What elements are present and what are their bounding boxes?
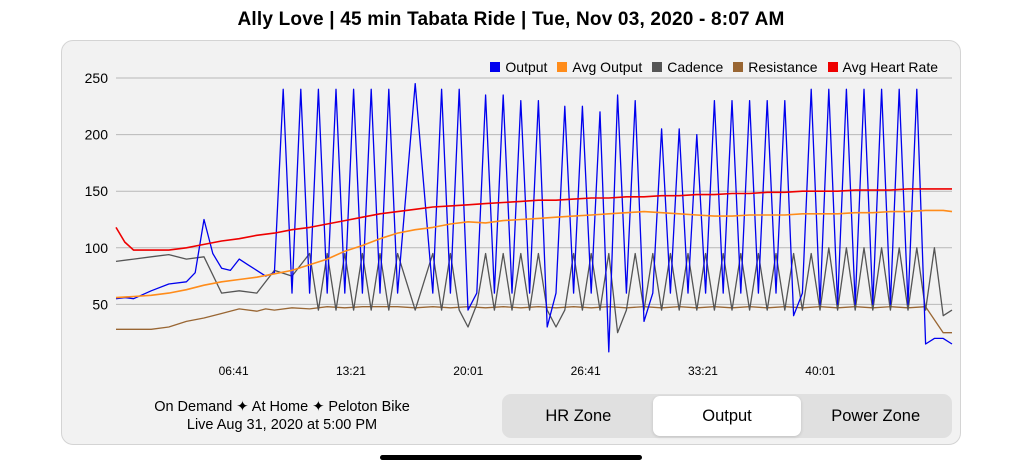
legend-label: Resistance (748, 59, 818, 75)
metric-segmented-control: HR Zone Output Power Zone (502, 394, 952, 438)
chart-legend: Output Avg Output Cadence Resistance Avg Hea… (490, 59, 938, 75)
x-tick-label: 13:21 (336, 364, 366, 378)
legend-item-cadence: Cadence (652, 59, 723, 75)
legend-label: Avg Output (572, 59, 643, 75)
series-line-cadence (115, 247, 953, 334)
tab-hr-zone[interactable]: HR Zone (545, 406, 612, 425)
class-info-date: Live Aug 31, 2020 at 5:00 PM (186, 417, 378, 433)
y-tick-label: 250 (85, 70, 109, 86)
legend-swatch (827, 62, 838, 72)
y-tick-label: 200 (85, 127, 109, 143)
x-tick-label: 40:01 (805, 364, 835, 378)
x-tick-label: 26:41 (571, 364, 601, 378)
workout-chart: 50 100 150 200 250 06:41 13:21 20:01 26:41 33:21 4… (85, 70, 953, 378)
class-info: On Demand ✦ At Home ✦ Peloton Bike Live … (132, 398, 432, 434)
legend-item-avg-output: Avg Output (557, 59, 642, 75)
y-tick-label: 100 (85, 240, 109, 256)
page-title: Ally Love | 45 min Tabata Ride | Tue, No… (237, 9, 785, 30)
x-tick-label: 06:41 (219, 364, 249, 378)
legend-item-output: Output (490, 59, 547, 75)
series-line-avg-heart-rate (115, 188, 952, 251)
tab-output[interactable]: Output (652, 396, 802, 436)
legend-swatch (652, 62, 663, 72)
series-line-avg-output (115, 209, 953, 299)
series-line-resistance (116, 306, 952, 334)
y-tick-label: 150 (85, 183, 109, 199)
legend-swatch (733, 62, 744, 72)
class-info-location: On Demand ✦ At Home ✦ Peloton Bike (154, 399, 410, 415)
legend-label: Avg Heart Rate (842, 59, 938, 75)
legend-item-avg-heart-rate: Avg Heart Rate (827, 59, 938, 75)
legend-label: Cadence (667, 59, 724, 75)
x-tick-label: 20:01 (453, 364, 483, 378)
x-tick-label: 33:21 (688, 364, 718, 378)
series-line-output (115, 82, 953, 353)
tab-power-zone[interactable]: Power Zone (831, 406, 921, 425)
chart-card: Output Avg Output Cadence Resistance Avg Hea… (61, 40, 961, 445)
legend-swatch (557, 62, 568, 72)
legend-swatch (490, 62, 501, 72)
legend-label: Output (505, 59, 548, 75)
legend-item-resistance: Resistance (733, 59, 818, 75)
home-indicator (380, 455, 642, 460)
y-tick-label: 50 (92, 296, 108, 312)
